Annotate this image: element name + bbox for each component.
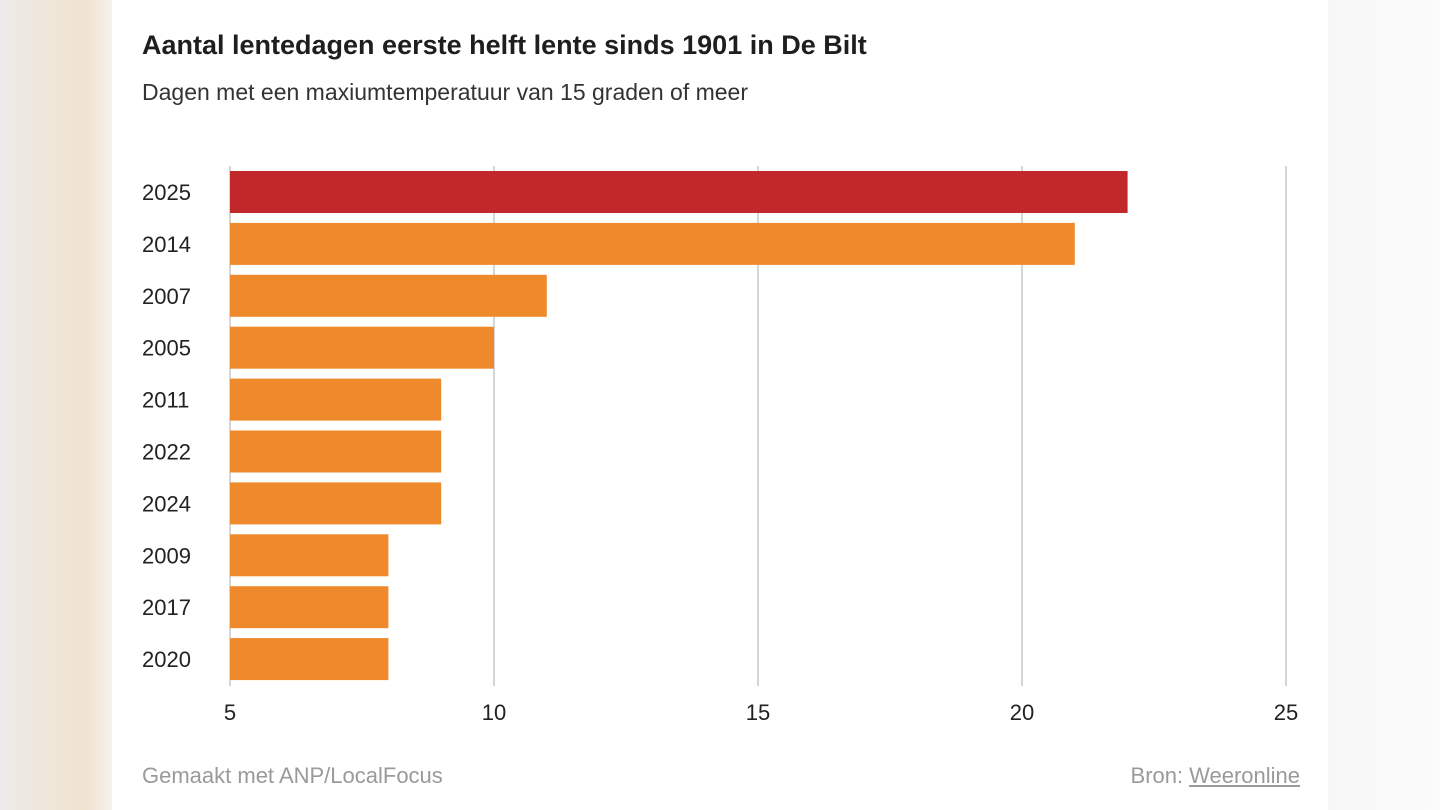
bar-2020: [230, 638, 389, 681]
bar-2005: [230, 326, 494, 369]
category-label: 2020: [142, 647, 191, 672]
source-link[interactable]: Weeronline: [1189, 763, 1300, 788]
x-tick-label: 10: [482, 700, 506, 725]
category-label: 2011: [142, 388, 189, 413]
x-tick-labels: 5 10 15 20 25: [224, 700, 1298, 725]
category-label: 2017: [142, 595, 191, 620]
category-label: 2007: [142, 284, 191, 309]
chart-subtitle: Dagen met een maxiumtemperatuur van 15 g…: [142, 79, 748, 105]
bar-2024: [230, 482, 442, 525]
x-tick-label: 25: [1274, 700, 1298, 725]
category-label: 2014: [142, 232, 191, 257]
bars: [230, 171, 1128, 681]
bar-2022: [230, 430, 442, 473]
chart-title: Aantal lentedagen eerste helft lente sin…: [142, 30, 867, 60]
source-label: Bron:: [1130, 763, 1184, 788]
bar-2011: [230, 378, 442, 421]
bar-2025: [230, 171, 1128, 213]
bar-2007: [230, 274, 547, 317]
x-tick-label: 15: [746, 700, 770, 725]
source-credit: Bron: Weeronline: [1131, 763, 1300, 789]
bar-2009: [230, 534, 389, 577]
category-label: 2009: [142, 543, 191, 568]
category-label: 2005: [142, 336, 191, 361]
made-with-credit: Gemaakt met ANP/LocalFocus: [142, 763, 443, 788]
category-label: 2022: [142, 440, 191, 465]
bar-2014: [230, 222, 1075, 265]
category-label: 2025: [142, 180, 191, 205]
bar-2017: [230, 586, 389, 629]
x-tick-label: 20: [1010, 700, 1034, 725]
bar-chart: 2025201420072005201120222024200920172020…: [142, 166, 1298, 725]
x-tick-label: 5: [224, 700, 236, 725]
category-labels: 2025 2014 2007 2005 2011 2022 2024 2009 2017 2020: [142, 180, 191, 672]
chart-card: Aantal lentedagen eerste helft lente sin…: [112, 0, 1328, 810]
category-label: 2024: [142, 491, 191, 516]
